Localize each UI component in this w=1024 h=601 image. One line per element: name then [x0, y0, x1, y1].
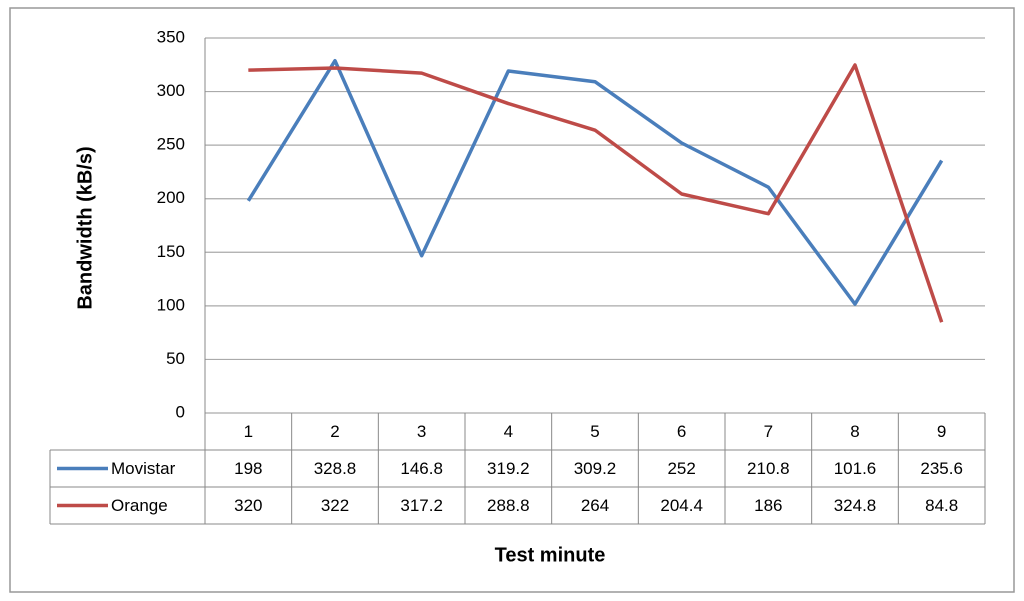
x-tick-label: 4 [504, 422, 513, 441]
x-tick-label: 8 [850, 422, 859, 441]
table-value: 252 [667, 459, 695, 478]
y-tick-label: 300 [157, 81, 185, 100]
y-tick-label: 100 [157, 295, 185, 314]
y-tick-label: 250 [157, 135, 185, 154]
table-value: 319.2 [487, 459, 530, 478]
table-value: 264 [581, 496, 609, 515]
table-value: 309.2 [574, 459, 617, 478]
table-value: 146.8 [400, 459, 443, 478]
table-value: 320 [234, 496, 262, 515]
x-tick-label: 2 [330, 422, 339, 441]
x-tick-label: 1 [244, 422, 253, 441]
table-value: 317.2 [400, 496, 443, 515]
x-tick-label: 5 [590, 422, 599, 441]
table-value: 324.8 [834, 496, 877, 515]
table-value: 235.6 [920, 459, 963, 478]
series-line [248, 63, 944, 323]
x-tick-label: 9 [937, 422, 946, 441]
y-tick-label: 0 [176, 402, 185, 421]
legend-label: Movistar [111, 459, 176, 478]
table-value: 101.6 [834, 459, 877, 478]
series-line [246, 58, 944, 306]
y-tick-label: 350 [157, 27, 185, 46]
table-value: 84.8 [925, 496, 958, 515]
y-tick-label: 50 [166, 349, 185, 368]
table-value: 288.8 [487, 496, 530, 515]
table-value: 210.8 [747, 459, 790, 478]
x-tick-label: 3 [417, 422, 426, 441]
x-axis-title: Test minute [495, 544, 606, 566]
x-tick-label: 7 [764, 422, 773, 441]
table-value: 198 [234, 459, 262, 478]
y-axis-title: Bandwidth (kB/s) [74, 146, 96, 309]
table-value: 204.4 [660, 496, 703, 515]
table-value: 322 [321, 496, 349, 515]
table-value: 328.8 [314, 459, 357, 478]
y-tick-label: 150 [157, 242, 185, 261]
y-tick-label: 200 [157, 188, 185, 207]
legend-label: Orange [111, 496, 168, 515]
table-value: 186 [754, 496, 782, 515]
x-tick-label: 6 [677, 422, 686, 441]
